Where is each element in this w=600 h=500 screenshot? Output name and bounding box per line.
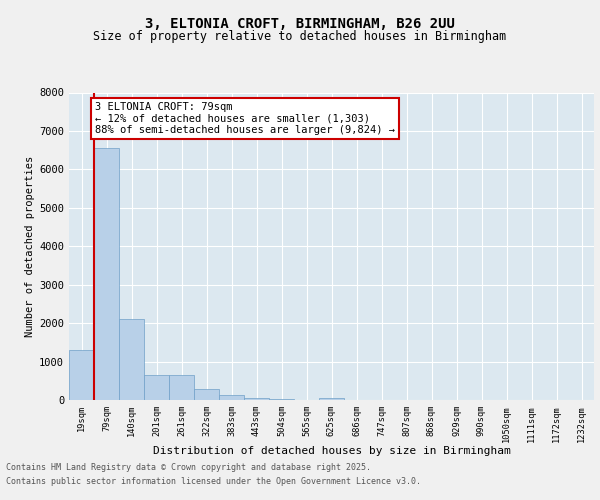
Bar — [119, 320, 144, 400]
Text: 3 ELTONIA CROFT: 79sqm
← 12% of detached houses are smaller (1,303)
88% of semi-: 3 ELTONIA CROFT: 79sqm ← 12% of detached… — [95, 102, 395, 136]
Bar — [69, 350, 94, 400]
Bar — [219, 396, 244, 400]
Text: Contains public sector information licensed under the Open Government Licence v3: Contains public sector information licen… — [6, 477, 421, 486]
Text: 3, ELTONIA CROFT, BIRMINGHAM, B26 2UU: 3, ELTONIA CROFT, BIRMINGHAM, B26 2UU — [145, 18, 455, 32]
Text: Contains HM Land Registry data © Crown copyright and database right 2025.: Contains HM Land Registry data © Crown c… — [6, 464, 371, 472]
Text: Size of property relative to detached houses in Birmingham: Size of property relative to detached ho… — [94, 30, 506, 43]
Bar — [144, 375, 169, 400]
Bar — [244, 398, 269, 400]
Y-axis label: Number of detached properties: Number of detached properties — [25, 156, 35, 337]
Bar — [169, 376, 194, 400]
Bar — [94, 148, 119, 400]
Bar — [194, 389, 219, 400]
Bar — [319, 398, 344, 400]
Bar — [269, 399, 294, 400]
X-axis label: Distribution of detached houses by size in Birmingham: Distribution of detached houses by size … — [152, 446, 511, 456]
